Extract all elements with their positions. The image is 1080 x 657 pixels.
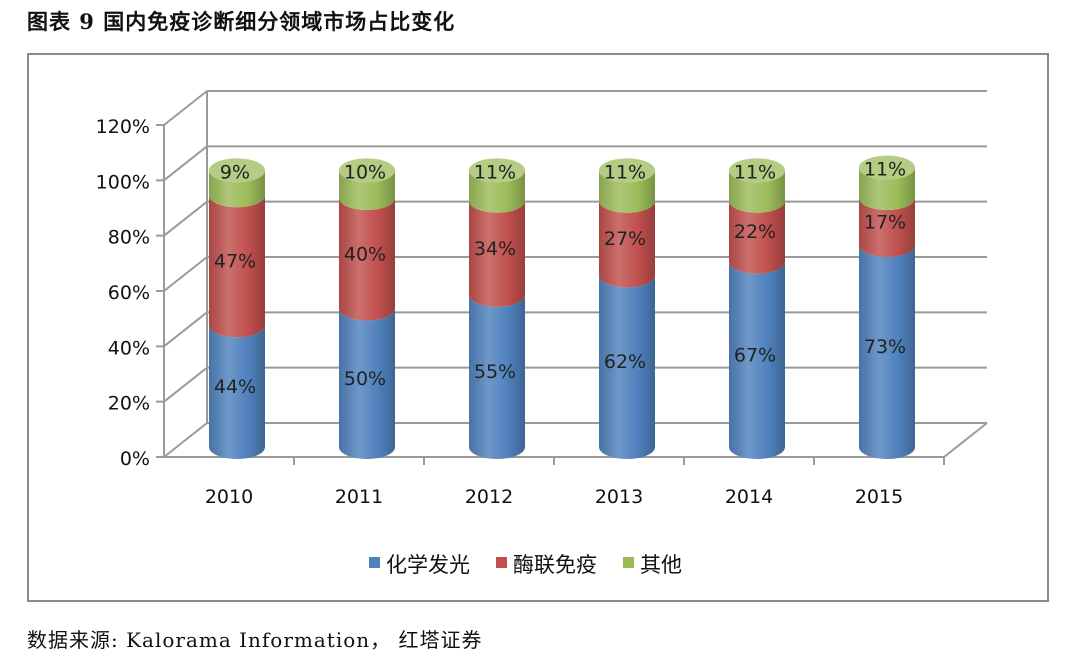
bar-2014: 67% 22% 11%	[729, 158, 785, 459]
bar-segment-化学发光-2011	[339, 308, 396, 459]
data-label: 44%	[214, 376, 256, 398]
y-tick-label: 0%	[120, 448, 150, 470]
legend-item: 其他	[640, 553, 682, 577]
bar-2013: 62% 27% 11%	[599, 158, 655, 459]
bar-segment-酶联免疫-2010	[209, 195, 265, 338]
gridline-side-120%	[163, 90, 208, 126]
x-tick-label: 2015	[855, 486, 903, 508]
data-label: 50%	[344, 368, 386, 390]
figure-title: 图表 9 国内免疫诊断细分领域市场占比变化	[27, 9, 456, 34]
bar-2012: 55% 34% 11%	[469, 158, 525, 459]
data-label: 10%	[344, 161, 386, 183]
y-tick-label: 40%	[108, 337, 150, 359]
bar-segment-其他-2015	[859, 167, 915, 210]
x-tick-label: 2012	[465, 486, 513, 508]
bar-top-cap-2012	[469, 158, 525, 183]
data-label: 17%	[864, 212, 906, 234]
bar-segment-化学发光-2010	[209, 325, 265, 459]
bar-segment-化学发光-2014	[729, 261, 785, 459]
y-tick-label: 100%	[96, 171, 150, 193]
bar-segment-其他-2014	[729, 170, 785, 213]
gridline-side-20%	[163, 366, 208, 403]
data-label: 11%	[864, 159, 906, 181]
legend: 化学发光 酶联免疫 其他	[369, 553, 682, 577]
data-label: 11%	[474, 161, 516, 183]
legend-swatch	[623, 557, 634, 568]
bar-segment-化学发光-2013	[599, 275, 655, 459]
bar-2011: 50% 40% 10%	[339, 158, 396, 459]
bar-segment-酶联免疫-2015	[859, 198, 915, 258]
bar-segment-其他-2013	[599, 170, 655, 213]
x-tick-label: 2011	[335, 486, 383, 508]
stacked-cylinder-chart: 0% 20% 40% 60% 80% 100% 120% 44% 47% 9% 2010 50% 40%…	[96, 90, 988, 577]
bar-segment-酶联免疫-2011	[339, 198, 395, 321]
data-label: 34%	[474, 238, 516, 260]
bar-segment-其他-2012	[469, 170, 525, 213]
bar-top-cap-2011	[339, 158, 395, 183]
bar-segment-酶联免疫-2014	[729, 200, 785, 274]
data-label: 22%	[734, 221, 776, 243]
data-label: 11%	[604, 161, 646, 183]
y-tick-label: 60%	[108, 282, 150, 304]
bar-2015: 73% 17% 11%	[859, 155, 915, 459]
data-label: 40%	[344, 243, 386, 265]
floor-right-edge	[943, 422, 988, 458]
bar-segment-化学发光-2015	[859, 245, 915, 459]
bar-top-cap-2014	[729, 158, 785, 183]
data-label: 47%	[214, 250, 256, 272]
data-label: 27%	[604, 228, 646, 250]
bar-top-cap-2015	[859, 155, 915, 180]
bar-top-cap-2010	[209, 158, 265, 183]
legend-item: 化学发光	[386, 553, 470, 577]
gridline-side-0%	[163, 422, 208, 458]
x-tick-label: 2014	[725, 486, 773, 508]
legend-item: 酶联免疫	[513, 553, 597, 577]
data-label: 62%	[604, 351, 646, 373]
x-tick-label: 2013	[595, 486, 643, 508]
legend-swatch	[496, 557, 507, 568]
y-tick-label: 80%	[108, 227, 150, 249]
bar-segment-酶联免疫-2012	[469, 200, 525, 307]
data-label: 9%	[220, 161, 250, 183]
bar-segment-其他-2010	[209, 170, 265, 208]
data-source-note: 数据来源: Kalorama Information， 红塔证券	[27, 628, 483, 652]
x-tick-label: 2010	[205, 486, 253, 508]
data-label: 67%	[734, 344, 776, 366]
legend-swatch	[369, 557, 380, 568]
data-label: 73%	[864, 336, 906, 358]
bar-segment-其他-2011	[339, 170, 396, 210]
y-tick-label: 20%	[108, 393, 150, 415]
bar-segment-酶联免疫-2013	[599, 200, 655, 288]
bar-segment-化学发光-2012	[469, 294, 525, 459]
gridline-side-80%	[163, 200, 208, 237]
bar-top-cap-2013	[599, 158, 655, 183]
bar-2010: 44% 47% 9%	[209, 158, 265, 459]
gridline-side-40%	[163, 311, 208, 348]
gridline-side-60%	[163, 256, 208, 292]
gridline-side-100%	[163, 145, 208, 182]
data-label: 55%	[474, 361, 516, 383]
data-label: 11%	[734, 161, 776, 183]
y-tick-label: 120%	[96, 116, 150, 138]
chart-frame: 0% 20% 40% 60% 80% 100% 120% 44% 47% 9% 2010 50% 40%…	[27, 53, 1049, 602]
